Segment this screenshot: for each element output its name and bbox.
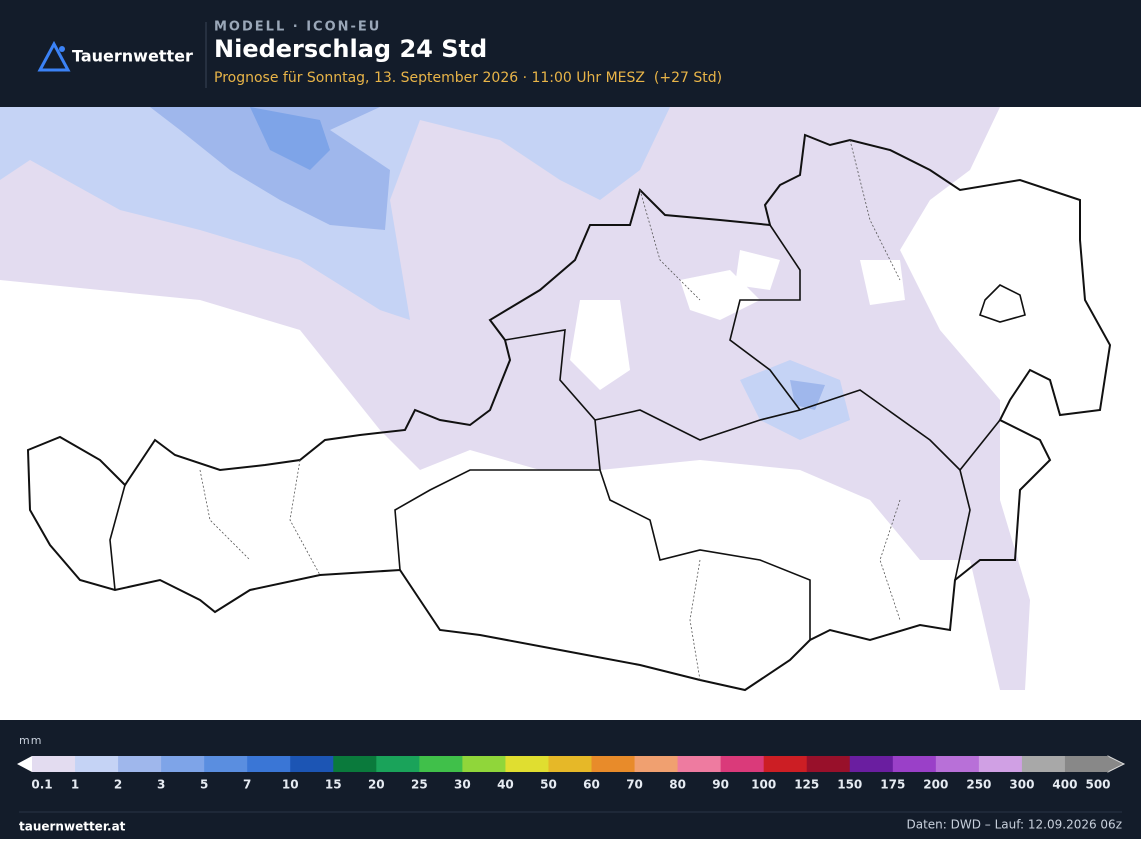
model-label: MODELL · ICON-EU: [214, 20, 381, 35]
state-borders: [109, 224, 1026, 640]
legend-bin: [419, 756, 463, 772]
legend-tick-label: 125: [794, 778, 819, 792]
state-border: [504, 329, 601, 471]
map-title: Niederschlag 24 Std: [214, 35, 487, 63]
legend-tick-label: 10: [282, 778, 299, 792]
legend-tick-label: 175: [880, 778, 905, 792]
footer-site[interactable]: tauernwetter.at: [19, 820, 126, 834]
logo-icon: [37, 40, 71, 72]
legend-tick-label: 400: [1052, 778, 1077, 792]
legend-bin: [376, 756, 420, 772]
legend-bin: [333, 756, 377, 772]
legend-tick-label: 150: [837, 778, 862, 792]
legend-bar: [0, 720, 1141, 839]
legend-tick-label: 5: [200, 778, 208, 792]
legend-bin: [247, 756, 291, 772]
district-borders: [199, 139, 901, 681]
legend-bin: [849, 756, 894, 772]
legend-tick-label: 2: [114, 778, 122, 792]
legend-tick-label: 15: [325, 778, 342, 792]
precip-area: [150, 107, 390, 230]
legend-bin: [892, 756, 937, 772]
state-border: [394, 469, 811, 640]
brand[interactable]: Tauernwetter: [72, 47, 193, 66]
legend-tick-label: 60: [583, 778, 600, 792]
legend-arrow-left: [17, 756, 32, 772]
legend-bin: [290, 756, 334, 772]
legend-tick-label: 500: [1085, 778, 1110, 792]
state-border: [729, 224, 801, 411]
state-border: [978, 284, 1026, 323]
legend-bin: [505, 756, 549, 772]
legend-bin: [161, 756, 205, 772]
legend-bin: [75, 756, 119, 772]
legend-bin: [118, 756, 162, 772]
header-bar: [0, 0, 1141, 107]
legend-bin: [462, 756, 506, 772]
dry-area: [570, 250, 905, 390]
legend-tick-label: 250: [966, 778, 991, 792]
legend-bin: [935, 756, 980, 772]
legend-tick-label: 40: [497, 778, 514, 792]
legend-tick-label: 1: [71, 778, 79, 792]
legend-bin: [548, 756, 593, 772]
legend-tick-label: 80: [669, 778, 686, 792]
legend-tick-label: 90: [712, 778, 729, 792]
legend-bin: [720, 756, 765, 772]
precip-area: [0, 107, 1030, 690]
map: [0, 107, 1141, 720]
logo-dot: [59, 46, 65, 52]
precip-area: [250, 107, 330, 170]
legend-bin: [677, 756, 722, 772]
legend-bin: [1021, 756, 1066, 772]
state-border: [954, 469, 971, 581]
legend-tick-label: 50: [540, 778, 557, 792]
legend-bin: [978, 756, 1023, 772]
legend-bin: [204, 756, 248, 772]
legend-bin: [1064, 756, 1109, 772]
legend-tick-label: 20: [368, 778, 385, 792]
legend-bin: [806, 756, 851, 772]
legend-tick-label: 0.1: [31, 778, 52, 792]
district-border: [199, 139, 901, 681]
state-border: [109, 484, 126, 591]
legend-tick-label: 100: [751, 778, 776, 792]
legend-unit: mm: [19, 734, 42, 747]
legend-tick-label: 3: [157, 778, 165, 792]
legend-bin: [634, 756, 679, 772]
legend-bin: [32, 756, 76, 772]
subtitle: Prognose für Sonntag, 13. September 2026…: [214, 70, 722, 86]
legend-tick-label: 300: [1009, 778, 1034, 792]
legend-bin: [763, 756, 808, 772]
legend-tick-label: 30: [454, 778, 471, 792]
legend-bin: [591, 756, 636, 772]
legend-tick-label: 7: [243, 778, 251, 792]
precip-area: [790, 380, 825, 410]
legend-tick-label: 25: [411, 778, 428, 792]
country-border: [26, 133, 1112, 692]
legend-tick-label: 70: [626, 778, 643, 792]
legend-tick-label: 200: [923, 778, 948, 792]
footer-source: Daten: DWD – Lauf: 12.09.2026 06z: [906, 818, 1122, 832]
legend-scale: 0.1 1 2 3 5 7 10 15 20 25 30 40 50 60 70 80 90 100 125 150 1…: [31, 756, 1111, 792]
